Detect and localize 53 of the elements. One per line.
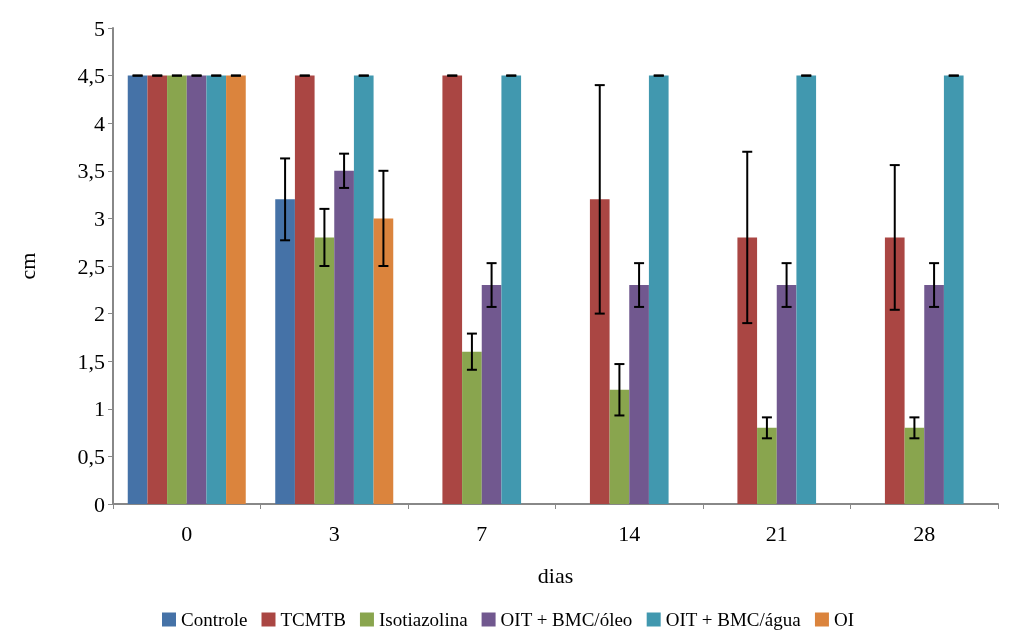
bar [924,285,944,504]
y-tick-label: 2,5 [77,253,105,279]
legend-label: Isotiazolina [378,609,469,630]
x-tick-label: 14 [618,520,641,546]
bar [943,75,964,504]
y-tick-label: 1 [94,396,105,422]
x-tick-label: 7 [476,520,488,546]
bar [442,75,463,504]
bar [737,237,758,504]
bar [294,75,315,504]
bar [147,75,168,504]
legend-label: OI [833,609,854,630]
legend-label: OIT + BMC/água [665,609,802,630]
bar [589,199,610,504]
x-tick-label: 21 [765,520,788,546]
x-tick-label: 28 [913,520,936,546]
y-tick-label: 3,5 [77,158,105,184]
bar [127,75,148,504]
bar [648,75,669,504]
bar [462,351,482,504]
bar [776,285,797,504]
bar [884,237,905,504]
x-tick-label: 3 [328,520,340,546]
bar [904,427,925,504]
y-tick-label: 3 [94,205,105,231]
legend-label: OIT + BMC/óleo [500,609,633,630]
y-tick-label: 4 [94,110,105,136]
bar [757,427,777,504]
bar [481,285,502,504]
bar [796,75,817,504]
bar [186,75,207,504]
bar [334,170,354,504]
bar [314,237,335,504]
y-tick-label: 4,5 [77,63,105,89]
y-tick-label: 2 [94,301,105,327]
bar [629,285,649,504]
y-axis-title: cm [14,252,40,280]
y-tick-label: 5 [94,15,105,41]
bar [501,75,522,504]
bar [353,75,374,504]
bar [275,199,295,504]
bar [609,389,630,504]
legend-label: TCMTB [280,609,346,630]
bar [373,218,394,504]
x-axis-title: dias [537,562,574,588]
legend-label: Controle [181,609,248,630]
bar [226,75,246,504]
bar [167,75,187,504]
y-tick-label: 0,5 [77,443,105,469]
y-tick-label: 0 [94,491,105,517]
bar [206,75,227,504]
y-tick-label: 1,5 [77,348,105,374]
x-tick-label: 0 [181,520,193,546]
